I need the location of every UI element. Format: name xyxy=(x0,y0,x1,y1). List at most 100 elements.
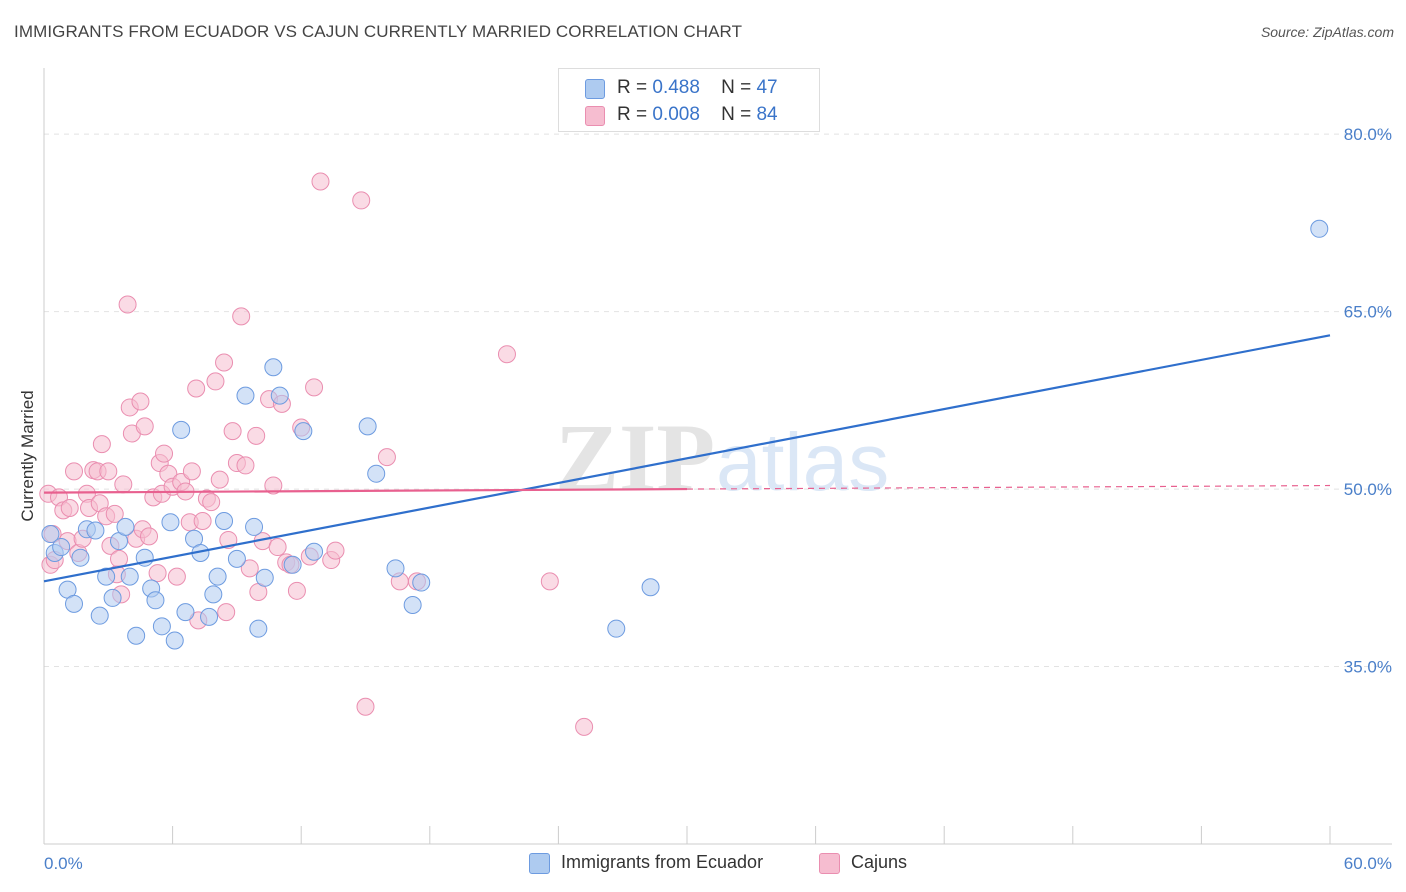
cajuns-point xyxy=(60,499,79,518)
ecuador-point xyxy=(86,521,105,540)
ecuador-swatch xyxy=(585,79,605,99)
ecuador-point xyxy=(403,596,422,615)
cajuns-point xyxy=(352,191,371,210)
ecuador-point xyxy=(97,567,116,586)
ecuador-point xyxy=(120,567,139,586)
cajuns-point xyxy=(155,444,174,463)
ecuador-points xyxy=(41,219,1329,650)
ecuador-point xyxy=(41,525,60,544)
tick-labels: 35.0% 50.0% 65.0% 80.0% 0.0% 60.0% xyxy=(44,125,1392,873)
cajuns-point xyxy=(210,470,229,489)
trend-lines xyxy=(43,334,1331,583)
ecuador-legend-swatch xyxy=(529,853,550,874)
ecuador-point xyxy=(116,517,135,536)
cajuns-point xyxy=(65,462,84,481)
cajuns-point xyxy=(140,527,159,546)
ecuador-point xyxy=(52,538,71,557)
n-value-cajuns: 84 xyxy=(756,104,778,125)
ecuador-point xyxy=(1310,219,1329,238)
ecuador-point xyxy=(270,386,289,405)
y-tick-label: 35.0% xyxy=(1344,658,1392,677)
cajuns-point xyxy=(247,426,266,445)
cajuns-point xyxy=(236,456,255,475)
x-tick-label-max: 60.0% xyxy=(1344,854,1392,873)
cajuns-legend-swatch xyxy=(819,853,840,874)
watermark-atlas: atlas xyxy=(716,417,889,508)
cajuns-point xyxy=(217,603,236,622)
ecuador-point xyxy=(641,578,660,597)
ecuador-point xyxy=(358,417,377,436)
cajuns-point xyxy=(377,448,396,467)
cajuns-point xyxy=(311,172,330,191)
ecuador-point xyxy=(176,603,195,622)
cajuns-point xyxy=(232,307,251,326)
cajuns-point xyxy=(187,379,206,398)
ecuador-point xyxy=(172,420,191,439)
n-label: N = xyxy=(721,104,752,125)
cajuns-point xyxy=(356,697,375,716)
x-tick-label-min: 0.0% xyxy=(44,854,83,873)
ecuador-point xyxy=(165,631,184,650)
cajuns-point xyxy=(540,572,559,591)
ecuador-point xyxy=(204,585,223,604)
cajuns-point xyxy=(223,422,242,441)
cajuns-point xyxy=(148,564,167,583)
cajuns-point xyxy=(114,475,133,494)
ecuador-point xyxy=(249,619,268,638)
r-value-ecuador: 0.488 xyxy=(652,77,700,98)
cajuns-trend-extension xyxy=(686,484,1331,490)
cajuns-point xyxy=(131,392,150,411)
n-value-ecuador: 47 xyxy=(756,77,778,98)
ecuador-point xyxy=(65,594,84,613)
cajuns-trend-line xyxy=(43,487,688,494)
cajuns-point xyxy=(202,493,221,512)
ecuador-point xyxy=(90,606,109,625)
ecuador-point xyxy=(367,464,386,483)
cajuns-point xyxy=(326,541,345,560)
ecuador-point xyxy=(215,512,234,531)
chart-title: IMMIGRANTS FROM ECUADOR VS CAJUN CURRENT… xyxy=(14,22,743,41)
cajuns-point xyxy=(575,717,594,736)
cajuns-points xyxy=(39,172,594,736)
ecuador-point xyxy=(208,567,227,586)
y-tick-label: 65.0% xyxy=(1344,303,1392,322)
y-tick-label: 50.0% xyxy=(1344,480,1392,499)
r-label: R = xyxy=(617,104,648,125)
ecuador-point xyxy=(607,619,626,638)
ecuador-point xyxy=(305,542,324,561)
cajuns-point xyxy=(305,378,324,397)
ecuador-point xyxy=(71,548,90,567)
ecuador-point xyxy=(412,573,431,592)
cajuns-point xyxy=(167,567,186,586)
y-axis-title: Currently Married xyxy=(18,390,37,521)
ecuador-point xyxy=(255,568,274,587)
ecuador-point xyxy=(245,517,264,536)
cajuns-point xyxy=(135,417,154,436)
ecuador-point xyxy=(200,607,219,626)
cajuns-point xyxy=(287,581,306,600)
cajuns-point xyxy=(206,372,225,391)
y-tick-label: 80.0% xyxy=(1344,125,1392,144)
source-credit: Source: ZipAtlas.com xyxy=(1260,24,1394,40)
cajuns-point xyxy=(182,462,201,481)
cajuns-point xyxy=(118,295,137,314)
cajuns-point xyxy=(105,504,124,523)
cajuns-swatch xyxy=(585,106,605,126)
cajuns-point xyxy=(240,559,259,578)
ecuador-point xyxy=(152,617,171,636)
cajuns-point xyxy=(497,345,516,364)
cajuns-point xyxy=(92,435,111,454)
ecuador-point xyxy=(103,588,122,607)
watermark: ZIP atlas xyxy=(555,404,889,511)
ecuador-point xyxy=(236,386,255,405)
ecuador-point xyxy=(127,626,146,645)
r-value-cajuns: 0.008 xyxy=(652,104,700,125)
cajuns-point xyxy=(99,462,118,481)
ecuador-point xyxy=(386,559,405,578)
cajuns-point xyxy=(193,512,212,531)
ecuador-point xyxy=(264,358,283,377)
cajuns-point xyxy=(264,476,283,495)
ecuador-trend-line xyxy=(43,334,1331,583)
ecuador-point xyxy=(294,422,313,441)
